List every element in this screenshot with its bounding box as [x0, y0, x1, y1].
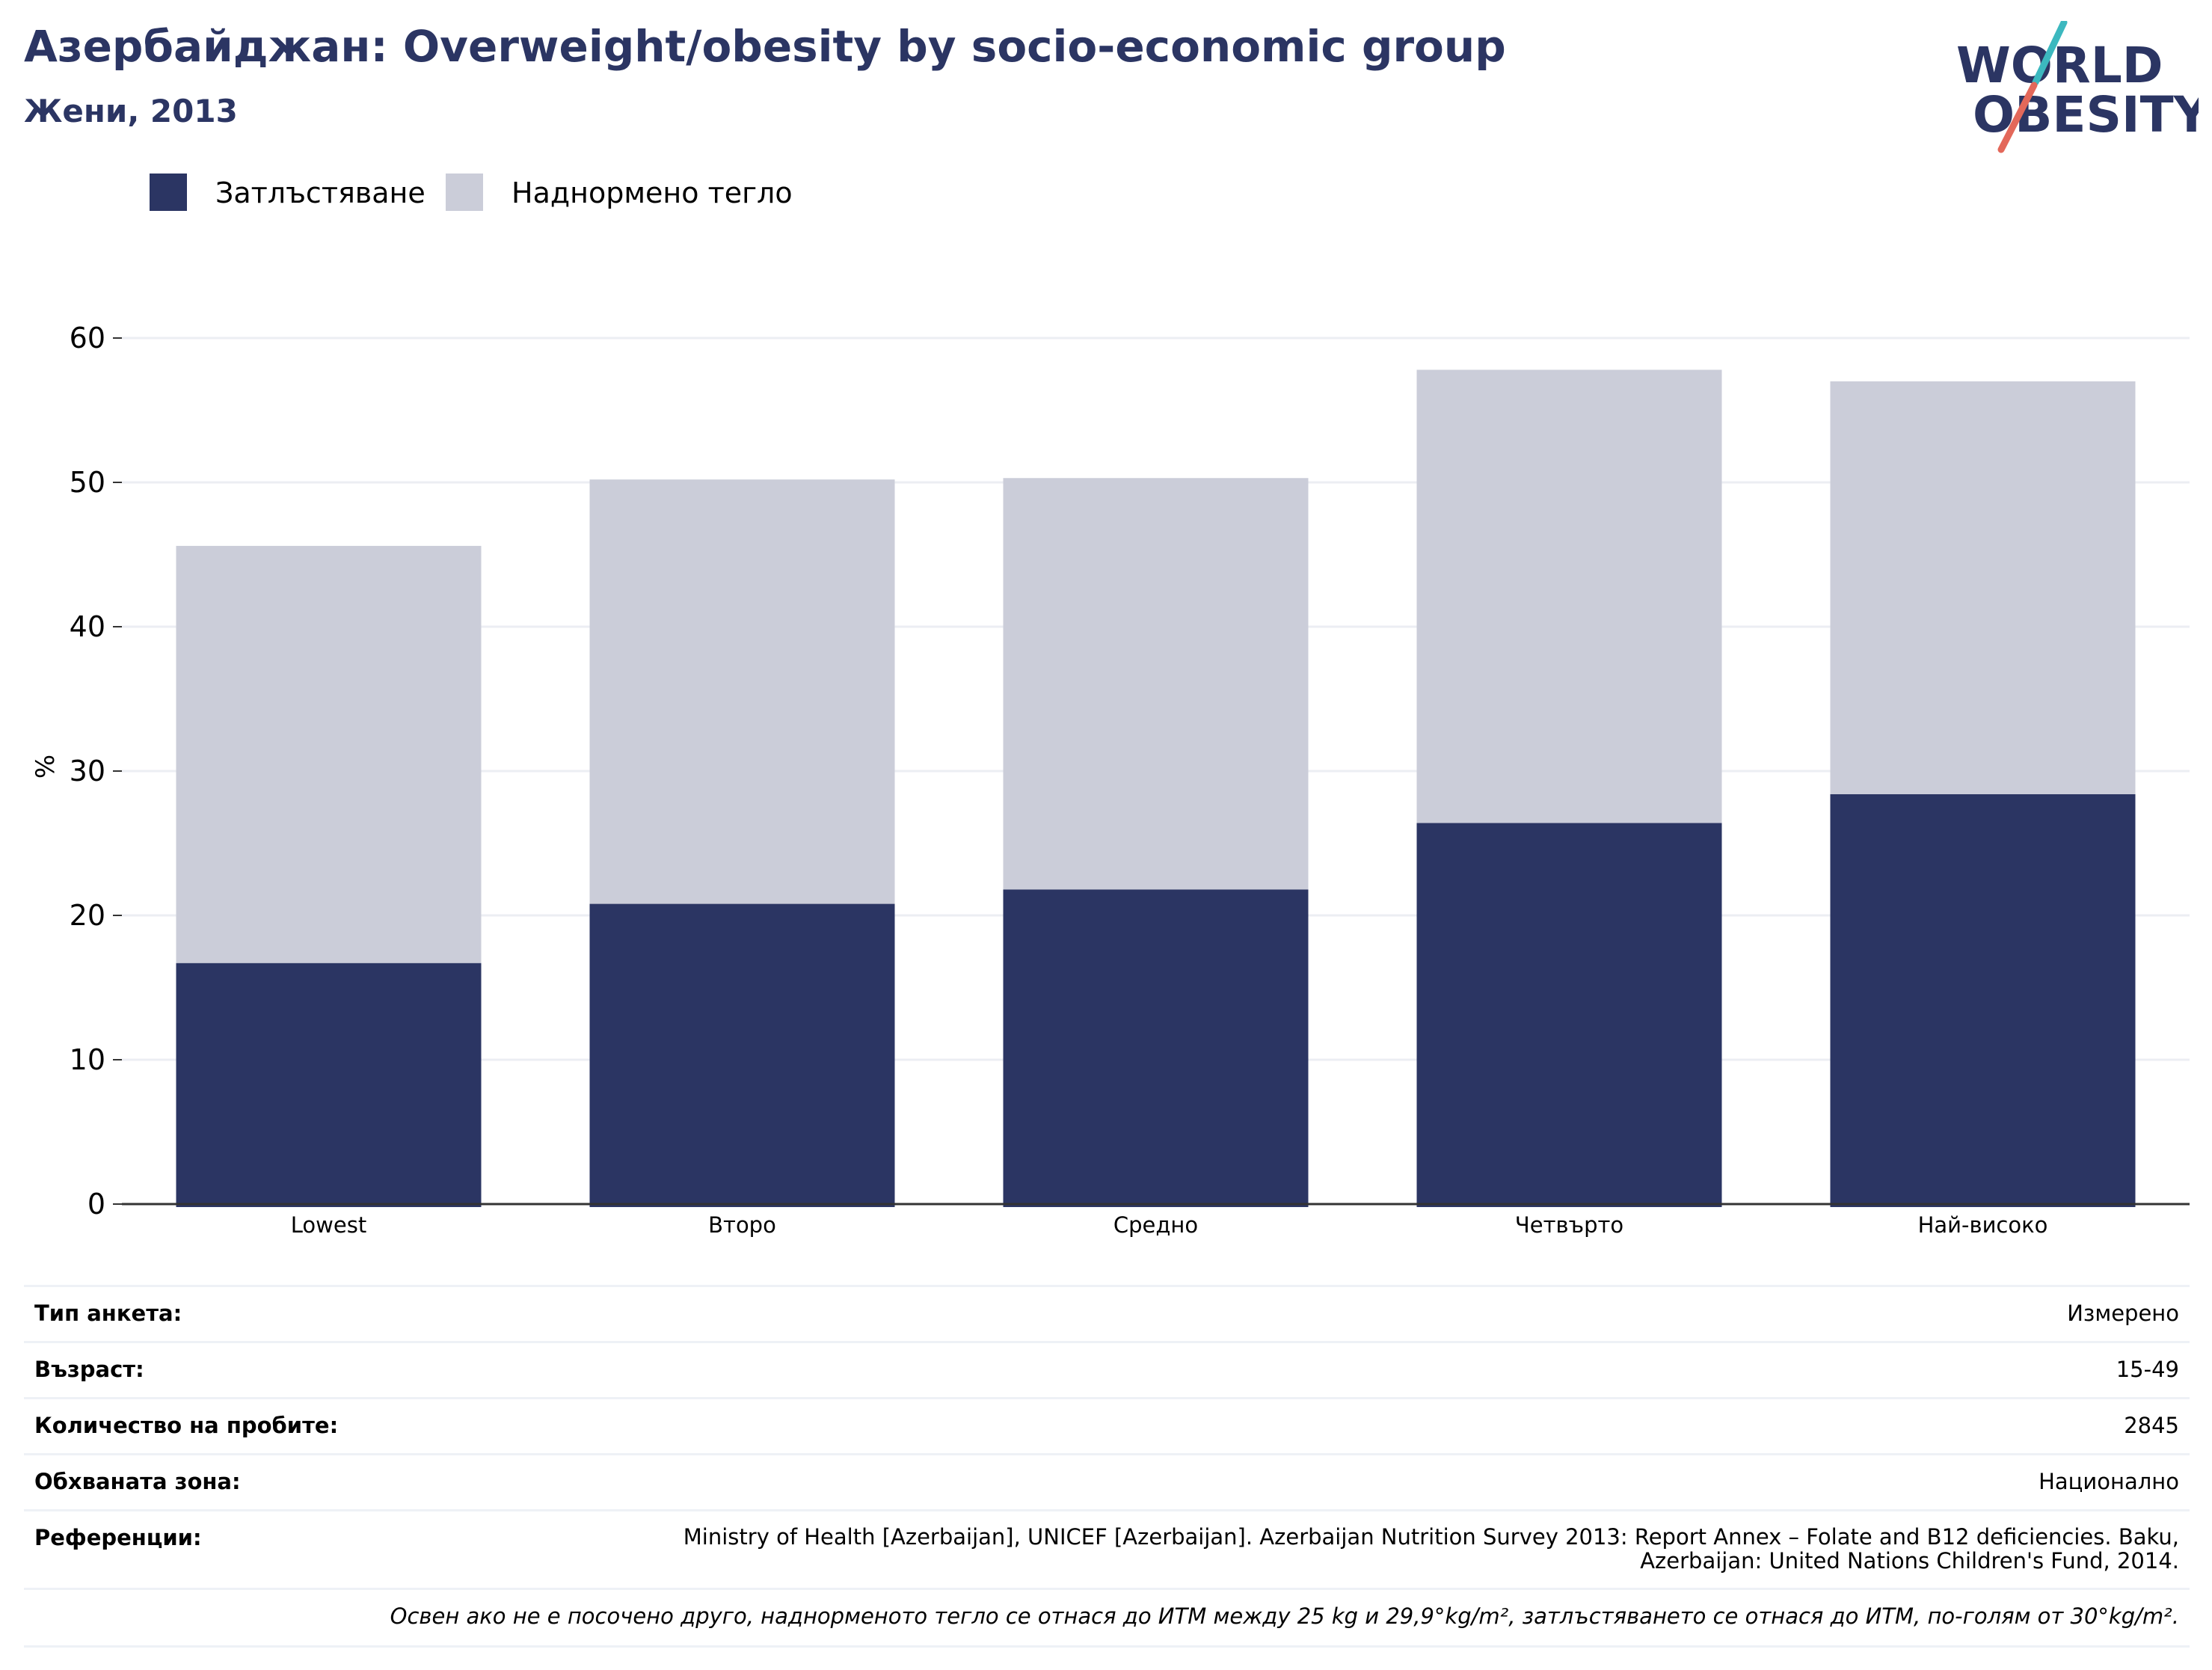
footnote-text: Освен ако не е посочено друго, наднормен…: [390, 1603, 2179, 1629]
y-tick-label: 10: [70, 1043, 105, 1076]
metadata-value: Ministry of Health [Azerbaijan], UNICEF …: [683, 1524, 2179, 1574]
metadata-value: Измерено: [2067, 1301, 2179, 1326]
metadata-value: 15-49: [2116, 1357, 2179, 1382]
y-tick-label: 20: [70, 899, 105, 932]
bar-overweight[interactable]: [1830, 381, 2136, 794]
y-tick-label: 60: [70, 322, 105, 354]
metadata-key: Обхваната зона:: [34, 1469, 241, 1494]
legend-label-overweight: Наднормено тегло: [511, 176, 793, 209]
legend-label-obesity: Затлъстяване: [215, 176, 425, 209]
survey-metadata-table: Тип анкета: Измерено Възраст: 15-49 Количест…: [24, 1285, 2190, 1648]
metadata-key: Количество на пробите:: [34, 1413, 339, 1438]
bar-overweight[interactable]: [589, 479, 895, 904]
bar-overweight[interactable]: [1416, 369, 1722, 823]
y-tick-label: 50: [70, 466, 105, 499]
metadata-row: Количество на пробите: 2845: [24, 1397, 2190, 1453]
x-tick-label: Четвърто: [1515, 1212, 1623, 1238]
y-tick-label: 40: [70, 610, 105, 643]
bar-chart: 0 10 20 30 40 50 60 Lowest Второ Средно Четвърто На…: [31, 322, 2190, 1238]
metadata-row: Референции: Ministry of Health [Azerbaija…: [24, 1509, 2190, 1588]
metadata-row: Обхваната зона: Национално: [24, 1453, 2190, 1509]
logo-slash-bottom: [1997, 82, 2038, 153]
logo-slash-top: [2032, 21, 2068, 86]
chart-subtitle: Жени, 2013: [24, 93, 238, 129]
bar-obesity[interactable]: [176, 963, 482, 1207]
y-tick-label: 0: [87, 1188, 105, 1221]
bar-obesity[interactable]: [589, 903, 895, 1207]
metadata-key: Референции:: [34, 1525, 202, 1550]
y-axis-label: %: [31, 755, 61, 779]
legend-swatch-overweight: [446, 174, 483, 211]
bar-overweight[interactable]: [1003, 478, 1309, 890]
x-tick-label: Най-високо: [1918, 1212, 2048, 1238]
legend-swatch-obesity: [150, 174, 187, 211]
x-tick-label: Второ: [708, 1212, 776, 1238]
axes: 0 10 20 30 40 50 60 Lowest Второ Средно Четвърто На…: [70, 322, 2190, 1238]
bar-obesity[interactable]: [1003, 889, 1309, 1207]
bar-obesity[interactable]: [1830, 793, 2136, 1207]
chart-title: Азербайджан: Overweight/obesity by socio…: [24, 21, 1506, 72]
x-tick-label: Средно: [1113, 1212, 1198, 1238]
metadata-row: Възраст: 15-49: [24, 1341, 2190, 1397]
bar-overweight[interactable]: [176, 545, 482, 963]
y-tick-label: 30: [70, 755, 105, 788]
metadata-key: Тип анкета:: [34, 1301, 182, 1326]
bar-obesity[interactable]: [1416, 823, 1722, 1207]
metadata-value: 2845: [2124, 1413, 2179, 1438]
world-obesity-logo: WORLD OBESITY: [1956, 21, 2199, 153]
metadata-key: Възраст:: [34, 1357, 144, 1382]
metadata-value: Национално: [2039, 1469, 2179, 1494]
bars: [176, 369, 2136, 1207]
definition-footnote: Освен ако не е посочено друго, наднормен…: [24, 1588, 2190, 1648]
x-tick-label: Lowest: [291, 1212, 366, 1238]
logo-word-world: WORLD: [1956, 37, 2163, 94]
metadata-row: Тип анкета: Измерено: [24, 1285, 2190, 1341]
